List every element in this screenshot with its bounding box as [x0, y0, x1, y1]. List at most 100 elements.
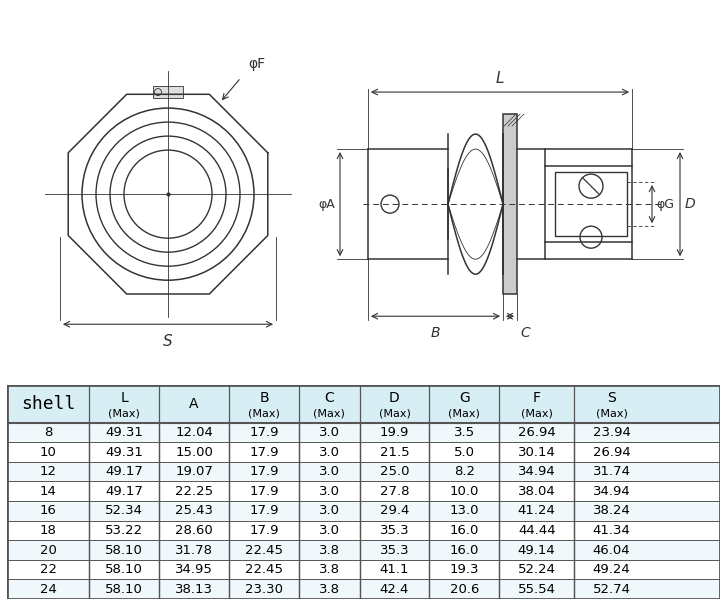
- Text: 53.22: 53.22: [105, 524, 143, 537]
- Text: 18: 18: [40, 524, 56, 537]
- Text: L: L: [120, 391, 128, 405]
- Text: (Max): (Max): [379, 409, 411, 418]
- Text: 23.30: 23.30: [245, 583, 283, 596]
- Bar: [7, 501, 720, 521]
- Text: C: C: [324, 391, 334, 405]
- Text: 8: 8: [44, 426, 52, 439]
- Text: 25.0: 25.0: [379, 465, 409, 478]
- Text: 52.34: 52.34: [105, 504, 143, 517]
- Text: 12.04: 12.04: [175, 426, 213, 439]
- Text: 17.9: 17.9: [249, 465, 279, 478]
- Text: F: F: [533, 391, 541, 405]
- Text: 49.31: 49.31: [105, 426, 143, 439]
- Text: 12: 12: [40, 465, 56, 478]
- Text: 21.5: 21.5: [379, 445, 409, 459]
- Text: 52.74: 52.74: [593, 583, 631, 596]
- Text: S: S: [607, 391, 616, 405]
- Text: 17.9: 17.9: [249, 524, 279, 537]
- Text: 41.1: 41.1: [379, 563, 409, 576]
- Bar: [7, 462, 720, 482]
- Text: 14: 14: [40, 485, 56, 498]
- Text: 24: 24: [40, 583, 56, 596]
- Text: 22: 22: [40, 563, 56, 576]
- Bar: [7, 385, 720, 423]
- Text: 29.4: 29.4: [380, 504, 409, 517]
- Text: (Max): (Max): [313, 409, 345, 418]
- Text: 27.8: 27.8: [379, 485, 409, 498]
- Text: 28.60: 28.60: [175, 524, 213, 537]
- Text: 42.4: 42.4: [380, 583, 409, 596]
- Text: B: B: [431, 326, 440, 340]
- Text: 31.74: 31.74: [593, 465, 631, 478]
- Text: D: D: [389, 391, 400, 405]
- Text: 10.0: 10.0: [450, 485, 479, 498]
- Text: 49.24: 49.24: [593, 563, 631, 576]
- Text: C: C: [520, 326, 530, 340]
- Bar: [7, 423, 720, 442]
- Text: 3.0: 3.0: [319, 445, 340, 459]
- Text: 49.17: 49.17: [105, 465, 143, 478]
- Text: 25.43: 25.43: [175, 504, 213, 517]
- Text: 19.3: 19.3: [450, 563, 479, 576]
- Text: 49.17: 49.17: [105, 485, 143, 498]
- Text: 38.04: 38.04: [518, 485, 555, 498]
- Text: 16.0: 16.0: [450, 544, 479, 556]
- Text: 22.45: 22.45: [245, 563, 283, 576]
- Text: 38.13: 38.13: [175, 583, 213, 596]
- Bar: [7, 560, 720, 579]
- Text: 3.0: 3.0: [319, 504, 340, 517]
- Text: 26.94: 26.94: [593, 445, 631, 459]
- Text: 17.9: 17.9: [249, 485, 279, 498]
- Text: L: L: [496, 71, 504, 86]
- Text: 17.9: 17.9: [249, 504, 279, 517]
- Text: 13.0: 13.0: [450, 504, 479, 517]
- Text: φF: φF: [248, 57, 265, 70]
- Text: S: S: [163, 334, 173, 349]
- Text: (Max): (Max): [248, 409, 280, 418]
- Text: (Max): (Max): [596, 409, 628, 418]
- Text: 34.94: 34.94: [593, 485, 631, 498]
- Text: 20.6: 20.6: [450, 583, 479, 596]
- Text: 35.3: 35.3: [379, 544, 409, 556]
- Text: 3.8: 3.8: [319, 544, 340, 556]
- Bar: [7, 521, 720, 540]
- Text: 16: 16: [40, 504, 56, 517]
- Text: 5.0: 5.0: [454, 445, 475, 459]
- Text: 26.94: 26.94: [518, 426, 555, 439]
- Bar: [7, 540, 720, 560]
- Text: 3.0: 3.0: [319, 426, 340, 439]
- Text: 52.24: 52.24: [518, 563, 556, 576]
- Text: 15.00: 15.00: [175, 445, 213, 459]
- Text: 17.9: 17.9: [249, 426, 279, 439]
- Text: 34.95: 34.95: [175, 563, 213, 576]
- Text: 20: 20: [40, 544, 56, 556]
- Text: 41.34: 41.34: [593, 524, 631, 537]
- Bar: [7, 482, 720, 501]
- Text: 22.45: 22.45: [245, 544, 283, 556]
- Text: (Max): (Max): [521, 409, 552, 418]
- Text: 8.2: 8.2: [454, 465, 475, 478]
- Text: (Max): (Max): [109, 409, 140, 418]
- Text: 44.44: 44.44: [518, 524, 555, 537]
- Text: (Max): (Max): [448, 409, 480, 418]
- Text: 3.8: 3.8: [319, 563, 340, 576]
- Text: 55.54: 55.54: [518, 583, 556, 596]
- Text: 30.14: 30.14: [518, 445, 556, 459]
- Text: 31.78: 31.78: [175, 544, 213, 556]
- Text: 49.31: 49.31: [105, 445, 143, 459]
- Text: 38.24: 38.24: [593, 504, 631, 517]
- Text: D: D: [685, 197, 696, 211]
- Text: B: B: [259, 391, 269, 405]
- Text: 3.5: 3.5: [454, 426, 475, 439]
- Text: 58.10: 58.10: [105, 544, 143, 556]
- Text: 10: 10: [40, 445, 56, 459]
- Text: 34.94: 34.94: [518, 465, 555, 478]
- Text: 58.10: 58.10: [105, 563, 143, 576]
- Text: 3.8: 3.8: [319, 583, 340, 596]
- Text: 17.9: 17.9: [249, 445, 279, 459]
- Text: 3.0: 3.0: [319, 485, 340, 498]
- Text: 49.14: 49.14: [518, 544, 555, 556]
- Bar: [555, 172, 627, 236]
- Text: A: A: [190, 397, 199, 411]
- Text: φG: φG: [656, 197, 674, 211]
